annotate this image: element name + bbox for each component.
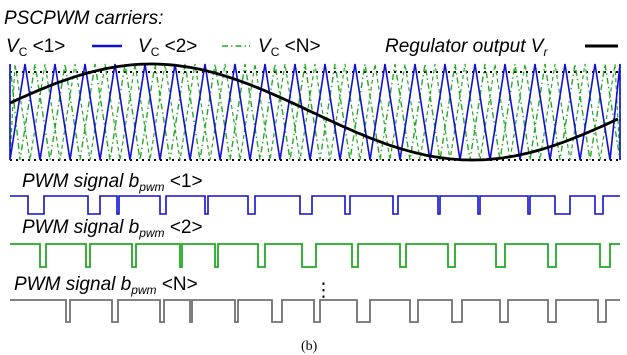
figure-caption: (b) [301, 339, 318, 354]
legend-carrier2-label: VC <2> [138, 36, 197, 59]
pwm2-label: PWM signal bpwm <2> [22, 217, 203, 240]
carrier-1-wave [9, 63, 621, 161]
pwm1-label: PWM signal bpwm <1> [22, 171, 203, 194]
pwm-signal-1 [10, 195, 620, 215]
legend: VC <1> VC <2> VC <N> Regulator output Vr [6, 36, 618, 59]
continuation-dots: ⋮ [314, 280, 333, 301]
pwmN-label: PWM signal bpwm <N> [14, 274, 198, 297]
carrier-2-wave [9, 63, 621, 161]
carrier-plot [9, 62, 621, 162]
legend-carrierN-label: VC <N> [258, 36, 321, 59]
pwm-signal-2 [10, 243, 620, 268]
legend-regulator-label: Regulator output Vr [385, 36, 548, 59]
regulator-output-curve [9, 62, 619, 162]
figure-title: PSCPWM carriers: [4, 8, 163, 29]
pwm-signal-n [10, 299, 620, 323]
carrier-n-wave [9, 63, 621, 161]
legend-carrier1-label: VC <1> [6, 36, 65, 59]
